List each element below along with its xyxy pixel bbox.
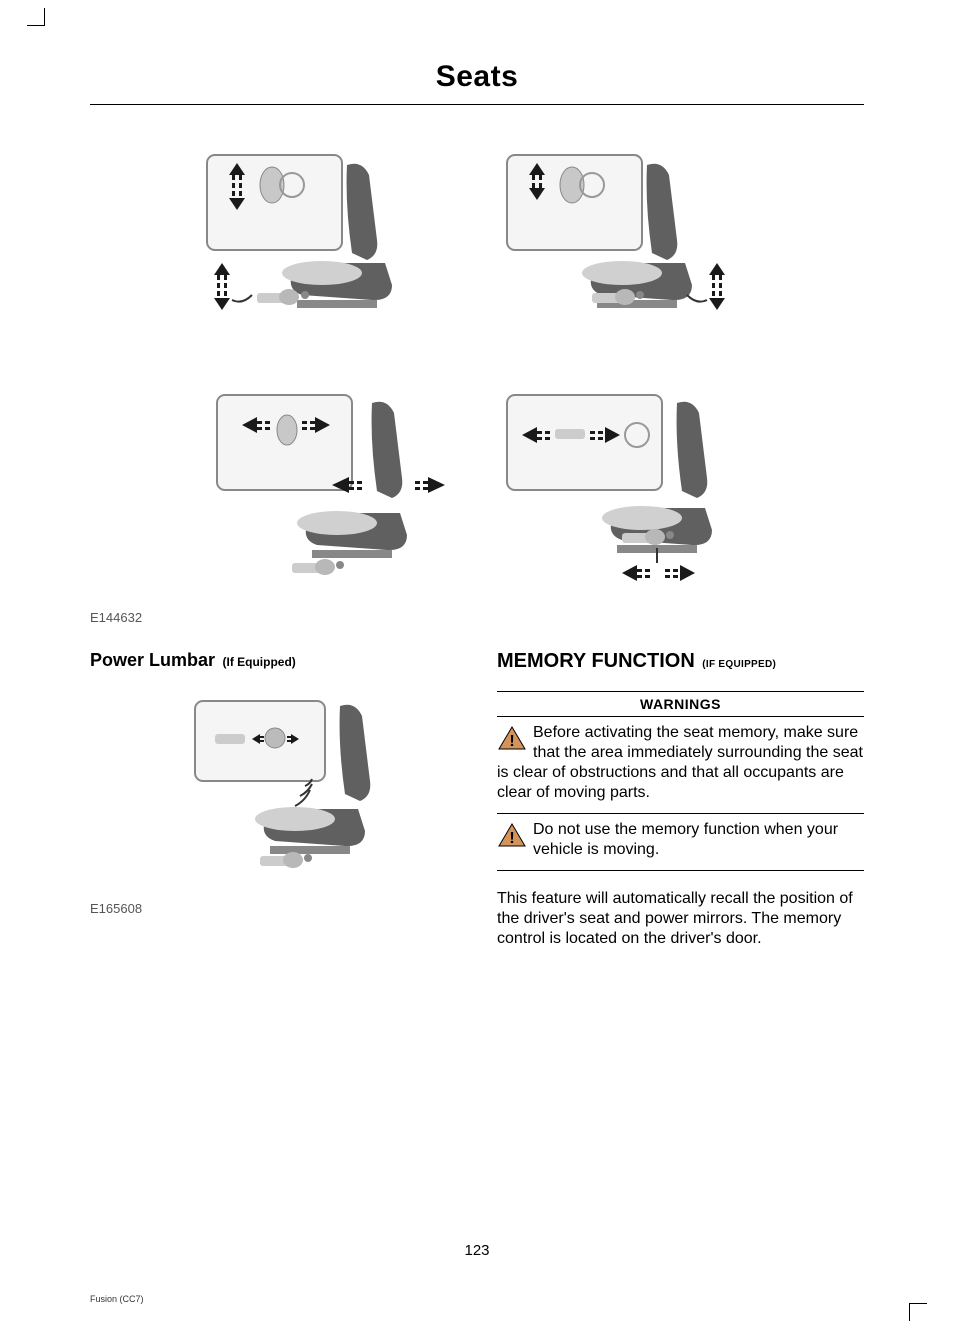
memory-function-qualifier: (IF EQUIPPED) (702, 659, 776, 670)
warning-1-text: Before activating the seat memory, make … (497, 724, 863, 801)
columns-area: Power Lumbar (If Equipped) (90, 650, 864, 949)
main-figure-label: E144632 (90, 610, 864, 625)
right-column: MEMORY FUNCTION (IF EQUIPPED) WARNINGS !… (497, 650, 864, 949)
diagram-row-top (197, 145, 757, 355)
svg-text:!: ! (509, 830, 514, 847)
main-diagram-area (90, 145, 864, 595)
memory-heading-row: MEMORY FUNCTION (IF EQUIPPED) (497, 650, 864, 673)
lumbar-diagram (190, 696, 457, 891)
power-lumbar-heading: Power Lumbar (90, 650, 215, 670)
warnings-header: WARNINGS (497, 691, 864, 717)
warning-triangle-icon: ! (497, 725, 527, 757)
crop-mark-bottom-right (909, 1303, 927, 1321)
memory-body-text: This feature will automatically recall t… (497, 889, 864, 949)
warning-item-1: ! Before activating the seat memory, mak… (497, 717, 864, 814)
seat-height-headrest-diagram (197, 145, 457, 355)
page-title: Seats (90, 60, 864, 105)
warning-triangle-icon: ! (497, 822, 527, 854)
power-lumbar-heading-row: Power Lumbar (If Equipped) (90, 650, 457, 671)
warnings-box: WARNINGS ! Before activating the seat me… (497, 691, 864, 871)
crop-mark-top-left (27, 8, 45, 26)
seat-foreaft-diagram (497, 385, 757, 595)
warning-2-text: Do not use the memory function when your… (533, 821, 838, 858)
footer-text: Fusion (CC7) (90, 1294, 144, 1304)
left-column: Power Lumbar (If Equipped) (90, 650, 457, 949)
power-lumbar-qualifier: (If Equipped) (222, 655, 295, 669)
svg-text:!: ! (509, 733, 514, 750)
warning-item-2: ! Do not use the memory function when yo… (497, 814, 864, 871)
seat-cushion-tilt-diagram (497, 145, 757, 355)
page-number: 123 (0, 1242, 954, 1259)
page-content: Seats (0, 0, 954, 999)
seat-recline-diagram (197, 385, 457, 595)
lumbar-figure-label: E165608 (90, 901, 457, 916)
diagram-row-bottom (197, 385, 757, 595)
memory-function-heading: MEMORY FUNCTION (497, 650, 695, 672)
